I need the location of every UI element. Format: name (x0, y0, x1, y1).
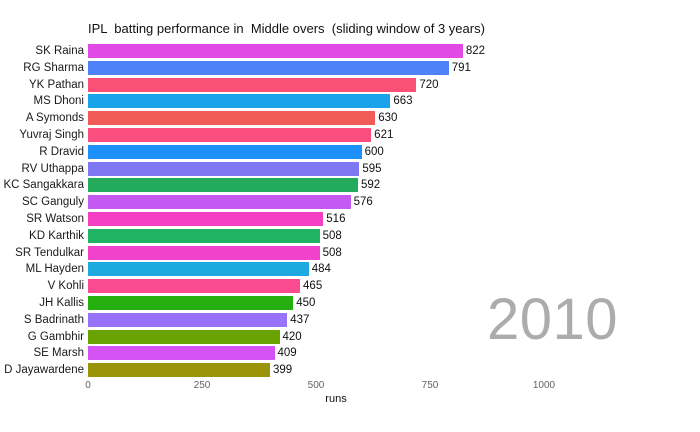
x-tick-label: 750 (421, 380, 439, 391)
bar (88, 178, 358, 193)
category-label: R Dravid (39, 145, 84, 158)
bar (88, 77, 417, 92)
value-label: 592 (360, 179, 381, 192)
value-label: 450 (296, 297, 316, 309)
category-label: JH Kallis (39, 297, 84, 309)
value-label: 663 (393, 95, 413, 108)
bar (88, 161, 360, 176)
bar (88, 128, 372, 142)
category-label: SR Tendulkar (15, 246, 84, 259)
bar (88, 228, 320, 243)
value-label: 484 (311, 263, 331, 276)
bar (88, 144, 362, 159)
chart-title: IPL batting performance in Middle overs … (88, 21, 485, 36)
bar (88, 111, 376, 126)
bar (88, 60, 449, 75)
value-label: 508 (322, 229, 342, 242)
category-label: YK Pathan (29, 78, 84, 91)
value-label: 791 (451, 61, 471, 74)
category-label: ML Hayden (25, 263, 84, 276)
category-label: RG Sharma (23, 61, 84, 74)
bar (88, 212, 324, 226)
category-label: SC Ganguly (21, 196, 84, 209)
bar (88, 262, 309, 277)
category-label: RV Uthappa (21, 162, 84, 175)
category-label: G Gambhir (27, 330, 84, 343)
bar (88, 346, 275, 361)
x-tick-label: 1000 (532, 380, 556, 391)
bar (88, 44, 463, 58)
bar (88, 296, 294, 310)
value-label: 621 (374, 129, 394, 141)
category-label: S Badrinath (23, 313, 84, 326)
value-label: 420 (282, 330, 302, 343)
value-label: 600 (364, 145, 384, 158)
value-label: 720 (419, 78, 439, 91)
year-annotation: 2010 (487, 287, 619, 352)
value-label: 822 (465, 45, 486, 57)
value-label: 465 (303, 280, 323, 293)
value-label: 437 (290, 313, 310, 326)
category-label: SE Marsh (33, 347, 85, 360)
value-label: 576 (353, 196, 373, 209)
category-label: V Kohli (47, 280, 84, 293)
bar (88, 312, 288, 327)
x-axis-label: runs (325, 393, 347, 405)
category-label: A Symonds (25, 112, 84, 125)
bar (88, 245, 320, 260)
category-label: D Jayawardene (4, 364, 84, 377)
value-label: 595 (362, 162, 382, 175)
value-label: 516 (326, 213, 346, 225)
bar (88, 195, 351, 210)
category-label: Yuvraj Singh (19, 129, 84, 141)
bar (88, 279, 301, 294)
category-label: SR Watson (26, 213, 84, 225)
category-label: KD Karthik (29, 229, 84, 242)
value-label: 409 (277, 347, 297, 360)
bar (88, 94, 391, 109)
x-tick-label: 250 (193, 380, 211, 391)
category-label: MS Dhoni (33, 95, 85, 108)
x-tick-label: 0 (85, 380, 91, 391)
x-tick-label: 500 (307, 380, 325, 391)
value-label: 399 (272, 364, 293, 377)
category-label: SK Raina (35, 45, 84, 57)
bar (88, 329, 280, 344)
category-label: KC Sangakkara (3, 179, 84, 192)
value-label: 630 (378, 112, 398, 125)
value-label: 508 (322, 246, 342, 259)
bar (88, 363, 270, 378)
